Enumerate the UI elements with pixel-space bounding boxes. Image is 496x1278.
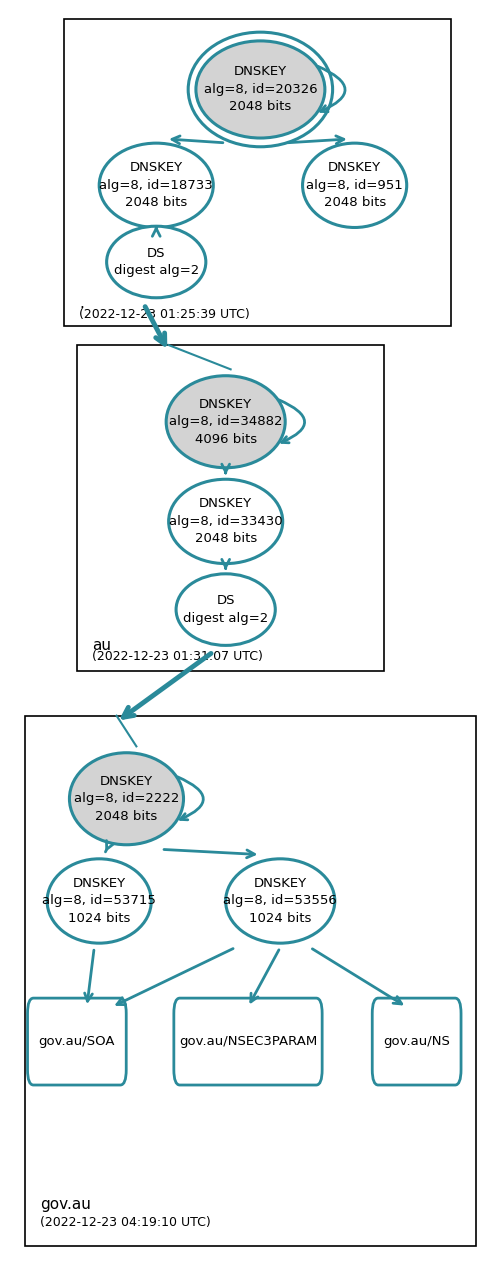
Text: gov.au/NSEC3PARAM: gov.au/NSEC3PARAM	[179, 1035, 317, 1048]
Ellipse shape	[107, 226, 206, 298]
Text: DNSKEY
alg=8, id=18733
2048 bits: DNSKEY alg=8, id=18733 2048 bits	[99, 161, 213, 210]
Text: gov.au/NS: gov.au/NS	[383, 1035, 450, 1048]
Text: DNSKEY
alg=8, id=53715
1024 bits: DNSKEY alg=8, id=53715 1024 bits	[42, 877, 156, 925]
Ellipse shape	[99, 143, 213, 227]
Bar	[77, 345, 384, 671]
Ellipse shape	[69, 753, 184, 845]
FancyArrowPatch shape	[318, 66, 345, 111]
Text: DNSKEY
alg=8, id=2222
2048 bits: DNSKEY alg=8, id=2222 2048 bits	[74, 774, 179, 823]
Bar	[64, 19, 451, 326]
Text: DNSKEY
alg=8, id=34882
4096 bits: DNSKEY alg=8, id=34882 4096 bits	[169, 397, 282, 446]
Text: (2022-12-23 01:25:39 UTC): (2022-12-23 01:25:39 UTC)	[79, 308, 250, 321]
Text: gov.au/SOA: gov.au/SOA	[39, 1035, 115, 1048]
Text: DS
digest alg=2: DS digest alg=2	[183, 594, 268, 625]
Text: (2022-12-23 01:31:07 UTC): (2022-12-23 01:31:07 UTC)	[92, 651, 263, 663]
Text: au: au	[92, 638, 111, 653]
Text: DNSKEY
alg=8, id=33430
2048 bits: DNSKEY alg=8, id=33430 2048 bits	[169, 497, 283, 546]
Text: DNSKEY
alg=8, id=951
2048 bits: DNSKEY alg=8, id=951 2048 bits	[306, 161, 403, 210]
FancyBboxPatch shape	[372, 998, 461, 1085]
Ellipse shape	[169, 479, 283, 564]
FancyBboxPatch shape	[28, 998, 126, 1085]
FancyBboxPatch shape	[174, 998, 322, 1085]
Text: DS
digest alg=2: DS digest alg=2	[114, 247, 199, 277]
Text: .: .	[79, 295, 84, 311]
Text: DNSKEY
alg=8, id=53556
1024 bits: DNSKEY alg=8, id=53556 1024 bits	[223, 877, 337, 925]
Ellipse shape	[303, 143, 407, 227]
FancyArrowPatch shape	[178, 777, 203, 819]
Ellipse shape	[196, 41, 325, 138]
Text: gov.au: gov.au	[40, 1196, 91, 1212]
Ellipse shape	[226, 859, 335, 943]
Text: (2022-12-23 04:19:10 UTC): (2022-12-23 04:19:10 UTC)	[40, 1217, 210, 1229]
Text: DNSKEY
alg=8, id=20326
2048 bits: DNSKEY alg=8, id=20326 2048 bits	[203, 65, 317, 114]
FancyArrowPatch shape	[279, 400, 305, 442]
Ellipse shape	[47, 859, 151, 943]
Ellipse shape	[166, 376, 285, 468]
Ellipse shape	[176, 574, 275, 645]
Bar	[25, 716, 476, 1246]
